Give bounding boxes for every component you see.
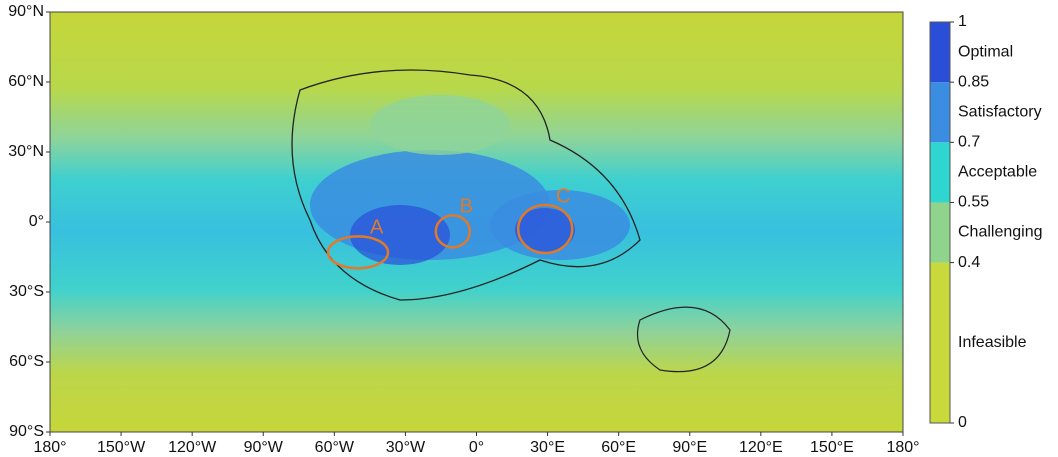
colorbar-band (930, 82, 950, 143)
colorbar-class-label: Acceptable (958, 164, 1037, 181)
site-label: A (370, 217, 384, 239)
mare-outline (636, 306, 731, 373)
site-label: B (460, 196, 473, 218)
x-tick-label: 120°W (168, 439, 217, 456)
site-ellipse (434, 214, 472, 249)
colorbar-tick-label: 0.85 (958, 73, 989, 90)
colorbar-class-label: Optimal (958, 43, 1013, 60)
x-tick-label: 180° (33, 439, 66, 456)
x-tick-label: 150°W (97, 439, 146, 456)
site-label: C (556, 185, 570, 207)
colorbar-tick-label: 0.55 (958, 194, 989, 211)
colorbar-class-label: Challenging (958, 224, 1043, 241)
colorbar: Infeasible Challenging Acceptable Satisfact… (929, 13, 1043, 431)
x-tick-label: 60°E (601, 439, 636, 456)
colorbar-tick-label: 0.7 (958, 134, 980, 151)
x-tick-label: 90°E (672, 439, 707, 456)
x-tick-label: 30°E (530, 439, 565, 456)
mare-outline (291, 69, 641, 301)
y-tick-label: 60°N (8, 73, 44, 90)
mare-region (370, 95, 510, 155)
colorbar-class-label: Satisfactory (958, 103, 1042, 120)
x-tick-label: 0° (469, 439, 484, 456)
x-tick-label: 30°W (386, 439, 426, 456)
x-tick-label: 120°E (739, 439, 783, 456)
y-tick-label: 30°S (9, 283, 44, 300)
site-ellipse (326, 235, 390, 270)
y-tick-label: 60°S (9, 353, 44, 370)
axes: 180° 150°W 120°W 90°W 60°W 30°W 0° 30°E 60°E 90°E… (8, 3, 919, 456)
x-tick-label: 150°E (810, 439, 854, 456)
colorbar-tick-label: 0 (958, 414, 967, 431)
site-ellipse (516, 203, 574, 255)
y-tick-label: 30°N (8, 143, 44, 160)
colorbar-frame (929, 21, 951, 424)
x-tick-label: 90°W (244, 439, 284, 456)
colorbar-band (930, 262, 950, 423)
y-tick-label: 90°N (8, 3, 44, 20)
colorbar-band (930, 142, 950, 203)
y-tick-label: 90°S (9, 423, 44, 440)
colorbar-tick-label: 1 (958, 13, 967, 30)
y-tick-label: 0° (29, 213, 44, 230)
colorbar-band (930, 22, 950, 83)
colorbar-band (930, 202, 950, 263)
mare-region (515, 208, 575, 252)
x-tick-label: 180° (886, 439, 919, 456)
colorbar-tick-label: 0.4 (958, 254, 980, 271)
mare-region (350, 205, 450, 265)
colorbar-class-label: Infeasible (958, 334, 1027, 351)
x-tick-label: 60°W (315, 439, 355, 456)
map (49, 11, 904, 433)
